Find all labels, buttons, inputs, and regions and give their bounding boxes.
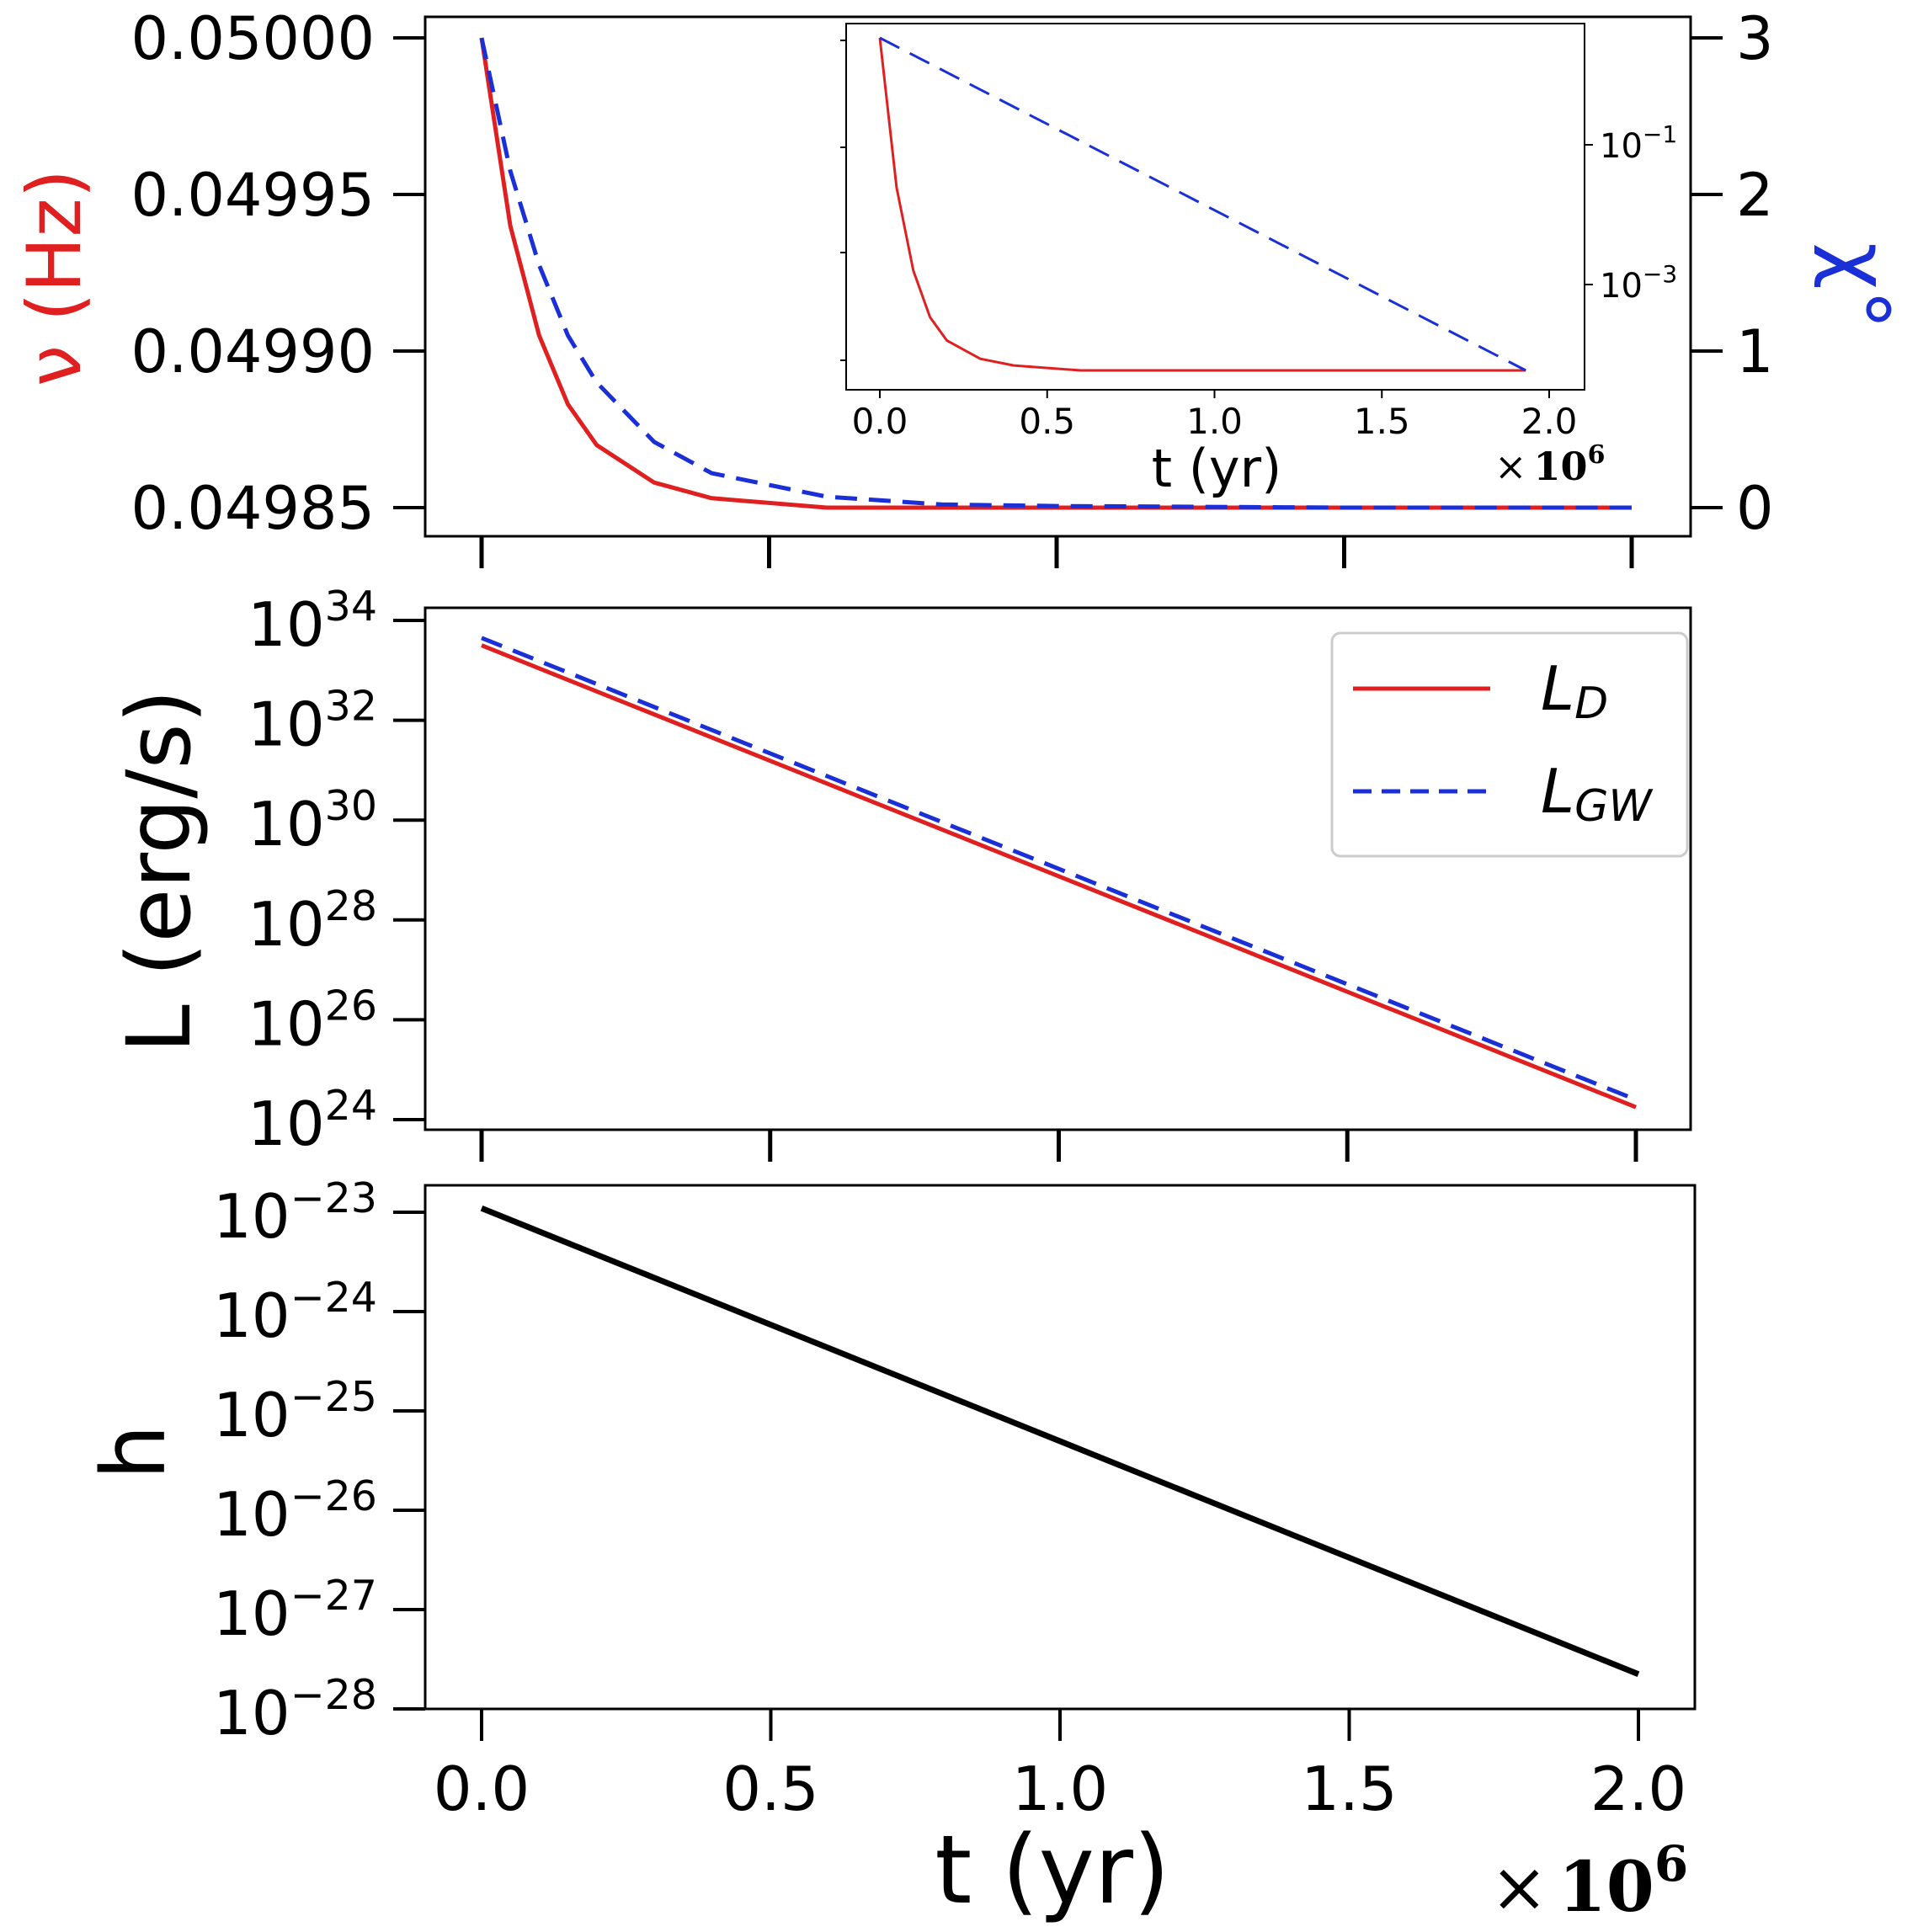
top-right-ytick-label: 2 — [1736, 161, 1774, 230]
top-left-ytick-label: 0.04995 — [131, 161, 375, 230]
middle-panel-series — [481, 636, 1637, 1110]
top-right-ylabel: χ° — [1812, 242, 1906, 329]
middle-ytick-label: 1034 — [248, 583, 377, 660]
inset-scale-label: × 106 — [1494, 440, 1605, 489]
inset-right-ytick-label: 10−1 — [1600, 120, 1677, 166]
inset-xtick-label: 1.0 — [1186, 401, 1243, 442]
inset-xtick-label: 0.5 — [1019, 401, 1075, 442]
inset-xtick-label: 2.0 — [1521, 401, 1578, 442]
inset-frame — [845, 23, 1585, 391]
bottom-ytick-label: 10−26 — [213, 1472, 377, 1550]
top-left-ytick-label: 0.05000 — [131, 4, 375, 73]
legend-ld-label: LD — [1541, 653, 1608, 729]
bottom-xtick-label: 1.5 — [1301, 1754, 1398, 1824]
top-series-chi — [479, 37, 1632, 510]
middle-panel-ticks: 1034 1032 1030 1028 1026 1024 — [248, 583, 1638, 1162]
bottom-xtick-label: 0.5 — [722, 1754, 819, 1824]
bottom-ytick-label: 10−24 — [213, 1274, 377, 1351]
middle-series-L_GW — [481, 636, 1637, 1102]
middle-ytick-label: 1026 — [248, 982, 377, 1059]
top-panel-series — [479, 37, 1632, 510]
top-left-ylabel: ν (Hz) — [11, 169, 98, 386]
inset-series-chi — [879, 36, 1526, 372]
legend-lgw-label: LGW — [1541, 756, 1654, 832]
top-left-ytick-label: 0.04990 — [131, 317, 375, 386]
middle-ytick-label: 1028 — [248, 882, 377, 960]
top-right-ytick-label: 1 — [1736, 317, 1774, 386]
inset-series-nu — [878, 37, 1526, 372]
top-left-ytick-label: 0.04985 — [131, 474, 375, 543]
middle-series-L_D — [481, 643, 1637, 1110]
bottom-xlabel: t (yr) — [935, 1816, 1169, 1925]
bottom-ytick-label: 10−23 — [213, 1174, 377, 1252]
middle-ytick-label: 1030 — [248, 782, 377, 860]
inset-ticks: 0.0 0.5 1.0 1.5 2.0 10−1 10−3 — [840, 40, 1677, 442]
bottom-xtick-label: 2.0 — [1590, 1754, 1687, 1824]
middle-ytick-label: 1024 — [248, 1082, 377, 1159]
inset-xlabel: t (yr) — [1152, 438, 1282, 499]
bottom-ylabel: h — [83, 1424, 185, 1480]
bottom-ytick-label: 10−25 — [213, 1373, 377, 1450]
bottom-xtick-label: 0.0 — [434, 1754, 530, 1824]
bottom-scale-label: × 106 — [1490, 1835, 1688, 1928]
bottom-ytick-label: 10−27 — [213, 1572, 377, 1649]
legend: LD LGW — [1330, 631, 1689, 858]
inset-right-ytick-label: 10−3 — [1600, 260, 1677, 306]
middle-ytick-label: 1032 — [248, 683, 377, 760]
bottom-panel-ticks: 10−23 10−24 10−25 10−26 10−27 10−28 0.0 0.5 1.0 1… — [213, 1174, 1686, 1824]
top-right-ytick-label: 3 — [1736, 4, 1774, 73]
inset-xtick-label: 0.0 — [852, 401, 908, 442]
bottom-panel-series — [480, 1206, 1640, 1677]
inset-series — [878, 36, 1526, 372]
middle-ylabel: L (erg/s) — [108, 689, 210, 1053]
bottom-ytick-label: 10−28 — [213, 1671, 377, 1748]
top-right-ytick-label: 0 — [1736, 474, 1774, 543]
bottom-series-h — [480, 1206, 1640, 1677]
inset-xtick-label: 1.5 — [1354, 401, 1410, 442]
top-panel-ticks: 0.05000 0.04995 0.04990 0.04985 3 2 1 0 — [131, 4, 1774, 568]
bottom-xtick-label: 1.0 — [1012, 1754, 1109, 1824]
